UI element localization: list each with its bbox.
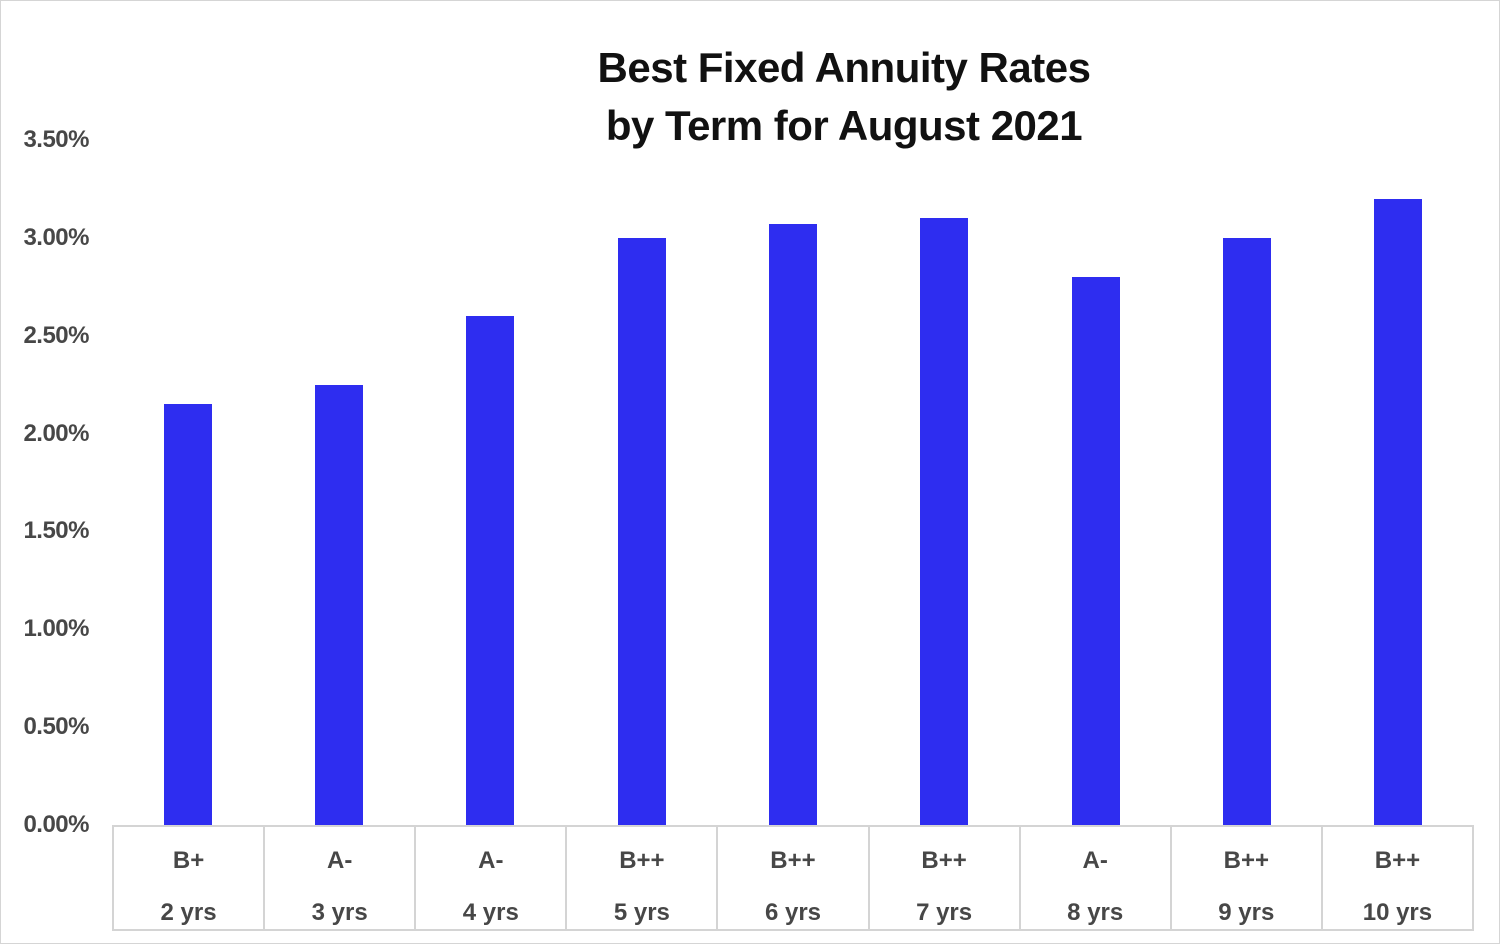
y-tick-label: 2.00% bbox=[23, 419, 89, 447]
rating-label: B+ bbox=[172, 847, 205, 874]
y-axis: 0.00% 0.50% 1.00% 1.50% 2.00% 2.50% 3.00% 3.50% bbox=[1, 1, 93, 943]
term-label: 3 yrs bbox=[311, 899, 368, 926]
y-tick-label: 3.50% bbox=[23, 125, 89, 153]
x-category-cell-6-yrs: B++ 6 yrs bbox=[716, 827, 867, 929]
rating-label: B++ bbox=[1374, 847, 1421, 874]
rating-label: B++ bbox=[1223, 847, 1269, 874]
bar-4-yrs bbox=[466, 316, 515, 825]
term-label: 9 yrs bbox=[1218, 899, 1275, 926]
rating-label: B++ bbox=[921, 847, 967, 874]
term-label: 6 yrs bbox=[764, 899, 822, 926]
bar-7-yrs bbox=[920, 218, 969, 825]
chart-title-line-2: by Term for August 2021 bbox=[605, 102, 1083, 149]
chart-title-line-1: Best Fixed Annuity Rates bbox=[597, 44, 1091, 91]
y-tick-label: 1.50% bbox=[23, 517, 89, 545]
x-category-cell-9-yrs: B++ 9 yrs bbox=[1169, 827, 1321, 929]
bar-9-yrs bbox=[1223, 237, 1271, 825]
bar-10-yrs bbox=[1374, 198, 1423, 825]
x-category-cell-2-yrs: B+ 2 yrs bbox=[112, 827, 263, 929]
term-label: 8 yrs bbox=[1067, 899, 1124, 926]
bar-2-yrs bbox=[163, 404, 212, 825]
rating-label: A- bbox=[1082, 847, 1108, 874]
term-label: 2 yrs bbox=[160, 899, 217, 926]
bar-3-yrs bbox=[315, 384, 363, 825]
x-axis-category-table: B+ 2 yrs A- 3 yrs A- 4 yrs B++ 5 yrs B++ 6 yrs B++… bbox=[112, 825, 1474, 931]
x-category-cell-8-yrs: A- 8 yrs bbox=[1018, 827, 1170, 929]
term-label: 5 yrs bbox=[613, 899, 670, 926]
x-category-cell-5-yrs: B++ 5 yrs bbox=[565, 827, 716, 929]
y-tick-label: 1.00% bbox=[23, 615, 89, 643]
term-label: 10 yrs bbox=[1362, 899, 1433, 926]
bar-5-yrs bbox=[617, 237, 666, 825]
term-label: 7 yrs bbox=[916, 899, 973, 926]
rating-label: A- bbox=[327, 847, 353, 874]
y-tick-label: 0.50% bbox=[23, 713, 89, 741]
rating-label: B++ bbox=[770, 847, 816, 874]
bar-6-yrs bbox=[769, 224, 817, 825]
x-category-cell-4-yrs: A- 4 yrs bbox=[414, 827, 565, 929]
rating-label: B++ bbox=[619, 847, 665, 874]
chart-title: Best Fixed Annuity Rates by Term for Aug… bbox=[598, 39, 1091, 155]
y-tick-label: 2.50% bbox=[23, 321, 89, 349]
bar-8-yrs bbox=[1071, 276, 1120, 825]
x-category-cell-3-yrs: A- 3 yrs bbox=[263, 827, 414, 929]
y-tick-label: 3.00% bbox=[23, 223, 89, 251]
rating-label: A- bbox=[478, 847, 504, 874]
term-label: 4 yrs bbox=[462, 899, 519, 926]
y-tick-label: 0.00% bbox=[23, 811, 89, 838]
x-category-cell-10-yrs: B++ 10 yrs bbox=[1320, 827, 1474, 929]
x-category-cell-7-yrs: B++ 7 yrs bbox=[867, 827, 1019, 929]
